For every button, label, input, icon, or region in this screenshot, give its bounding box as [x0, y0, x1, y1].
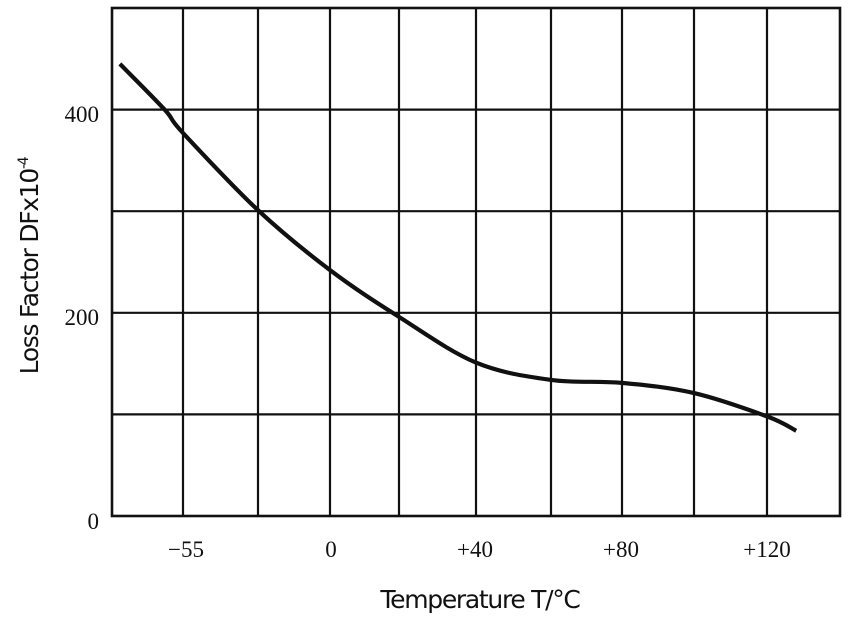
y-tick-label-200: 200	[65, 305, 100, 330]
horizontal-gridlines	[112, 108, 840, 416]
loss-factor-curve	[118, 62, 798, 433]
y-axis-title-superscript: -4	[16, 156, 32, 169]
y-axis-title: Loss Factor DFx10-4	[15, 156, 44, 374]
y-tick-label-400: 400	[65, 102, 100, 127]
x-tick-label-plus40: +40	[457, 537, 493, 562]
y-axis-title-main: Loss Factor DFx10	[15, 169, 44, 375]
y-tick-label-0: 0	[88, 509, 100, 534]
x-axis-title: Temperature T/°C	[379, 585, 580, 614]
x-tick-label-minus55: −55	[168, 537, 204, 562]
x-tick-label-plus120: +120	[743, 537, 790, 562]
vertical-gridlines	[181, 8, 769, 516]
x-tick-label-plus80: +80	[603, 537, 639, 562]
x-tick-label-0: 0	[325, 537, 337, 562]
